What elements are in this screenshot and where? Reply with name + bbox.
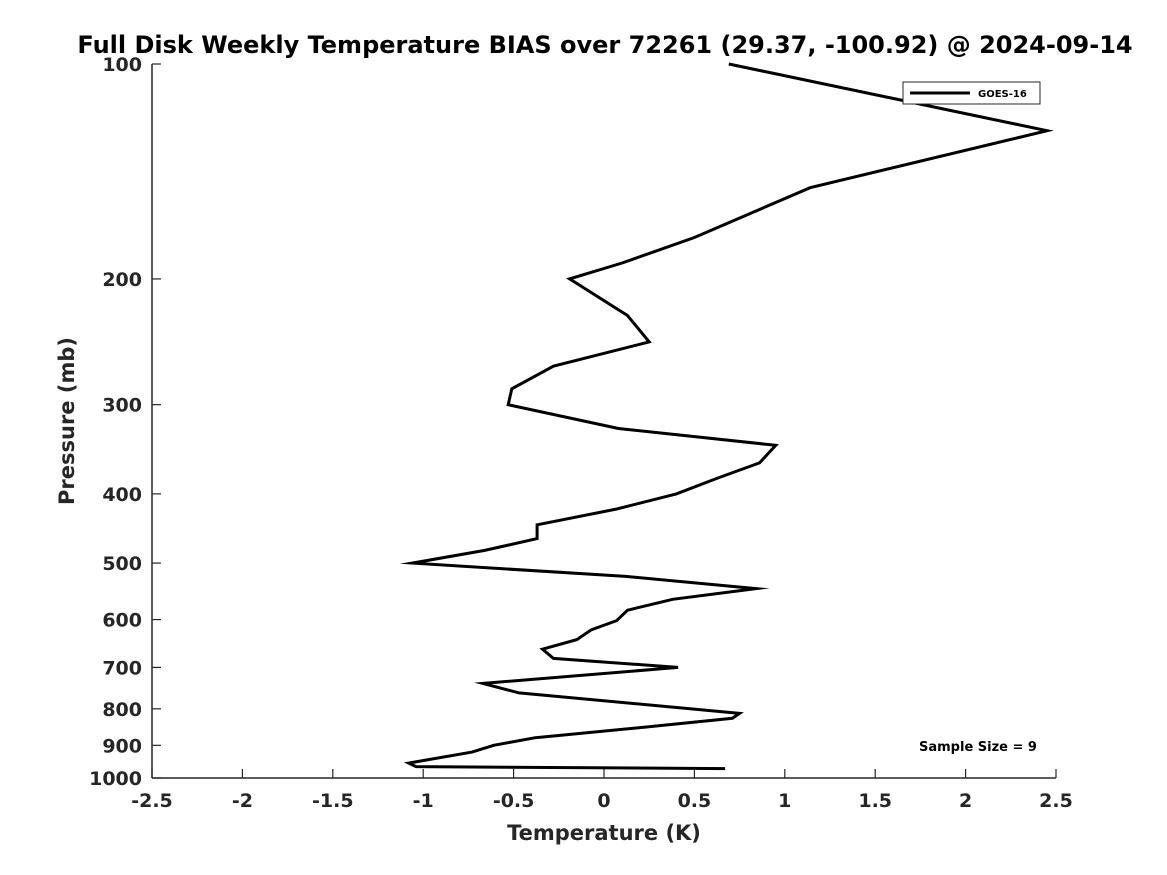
x-tick-label: 1: [778, 790, 791, 812]
series-layer: [399, 62, 1054, 771]
x-tick-label: 2: [959, 790, 972, 812]
x-tick-label: -1: [413, 790, 434, 812]
plot-area: [152, 64, 1056, 778]
legend-box: [902, 81, 1041, 105]
x-ticks: -2.5 -2 -1.5 -1 -0.5 0 0.5 1 1.5 2 2.5: [131, 769, 1073, 812]
y-tick-label: 400: [102, 484, 142, 506]
x-axis-label: Temperature (K): [507, 821, 701, 845]
chart-title: Full Disk Weekly Temperature BIAS over 7…: [77, 31, 1132, 59]
legend-entry-label: GOES-16: [978, 89, 1027, 100]
x-tick-label: -2.5: [131, 790, 173, 812]
y-tick-label: 300: [102, 395, 142, 417]
legend: GOES-16: [902, 81, 1041, 105]
y-tick-label: 500: [102, 553, 142, 575]
y-tick-label: 200: [102, 269, 142, 291]
sample-size-annotation: Sample Size = 9: [919, 740, 1037, 755]
y-tick-label: 600: [102, 610, 142, 632]
x-tick-label: -2: [232, 790, 253, 812]
y-axis-label: Pressure (mb): [55, 337, 79, 505]
y-tick-label: 900: [102, 735, 142, 757]
y-ticks: 100 200 300 400 500 600 700 800 900 1000: [89, 54, 161, 790]
y-tick-label: 800: [102, 699, 142, 721]
y-tick-label: 1000: [89, 768, 142, 790]
y-tick-label: 700: [102, 657, 142, 679]
x-tick-label: 0: [597, 790, 610, 812]
x-tick-label: -1.5: [312, 790, 354, 812]
x-tick-label: 0.5: [678, 790, 712, 812]
x-tick-label: 2.5: [1039, 790, 1073, 812]
x-tick-label: -0.5: [493, 790, 535, 812]
y-tick-label: 100: [102, 54, 142, 76]
series-line-goes-16: [399, 62, 1054, 771]
x-tick-label: 1.5: [858, 790, 892, 812]
